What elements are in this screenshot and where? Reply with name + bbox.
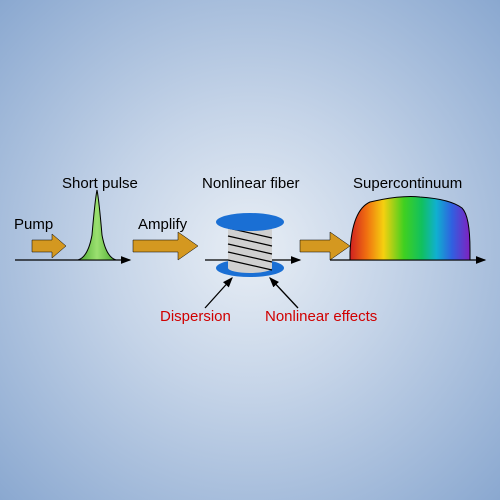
pump-arrow	[32, 234, 66, 258]
nonlinear-effects-label: Nonlinear effects	[265, 308, 377, 325]
amplify-label: Amplify	[138, 216, 187, 233]
supercontinuum-shape	[350, 197, 470, 260]
fiber-spool	[216, 213, 284, 277]
diagram-canvas	[0, 0, 500, 500]
amplify-arrow	[133, 232, 198, 260]
pump-label: Pump	[14, 216, 53, 233]
short-pulse-shape	[78, 190, 116, 260]
nonlinear-effects-arrow	[270, 278, 298, 308]
dispersion-label: Dispersion	[160, 308, 231, 325]
dispersion-arrow	[205, 278, 232, 308]
output-arrow	[300, 232, 350, 260]
nonlinear-fiber-label: Nonlinear fiber	[202, 175, 300, 192]
supercontinuum-label: Supercontinuum	[353, 175, 462, 192]
short-pulse-label: Short pulse	[62, 175, 138, 192]
